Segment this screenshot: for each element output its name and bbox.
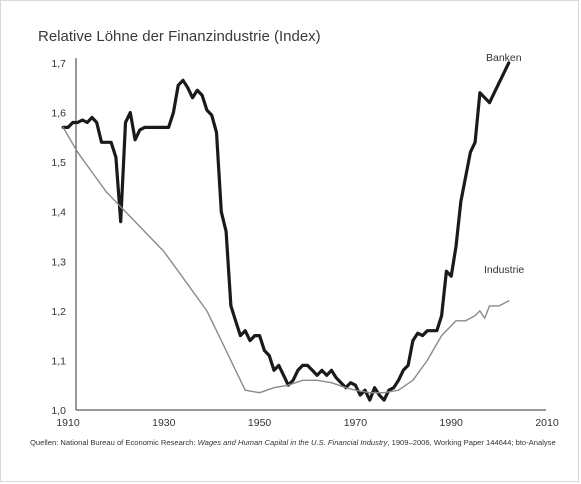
series-lines — [61, 61, 511, 402]
x-tick-label: 1910 — [56, 417, 80, 429]
series-line-banken — [61, 61, 511, 402]
x-tick-labels: 1910 1930 1950 1970 1990 2010 — [56, 417, 559, 429]
y-tick-label: 1,6 — [51, 108, 66, 120]
y-tick-label: 1,0 — [51, 405, 66, 417]
y-tick-label: 1,2 — [51, 306, 66, 318]
y-tick-label: 1,5 — [51, 157, 66, 169]
x-tick-label: 1990 — [440, 417, 464, 429]
y-tick-label: 1,7 — [51, 58, 66, 70]
x-tick-label: 1930 — [152, 417, 176, 429]
y-tick-label: 1,4 — [51, 207, 66, 219]
series-label-industrie: Industrie — [484, 264, 524, 276]
series-line-industrie — [62, 126, 510, 394]
source-note: Quellen: National Bureau of Economic Res… — [30, 438, 570, 448]
x-tick-label: 1950 — [248, 417, 272, 429]
x-tick-label: 2010 — [535, 417, 559, 429]
y-tick-labels: 1,0 1,1 1,2 1,3 1,4 1,5 1,6 1,7 — [51, 58, 66, 417]
chart-title: Relative Löhne der Finanzindustrie (Inde… — [38, 28, 321, 45]
source-suffix: , 1909–2006, Working Paper 144644; bto-A… — [387, 438, 556, 447]
y-tick-label: 1,3 — [51, 256, 66, 268]
x-tick-label: 1970 — [344, 417, 368, 429]
series-label-banken: Banken — [486, 52, 522, 64]
source-prefix: Quellen: National Bureau of Economic Res… — [30, 438, 198, 447]
source-title: Wages and Human Capital in the U.S. Fina… — [197, 438, 388, 447]
y-tick-label: 1,1 — [51, 355, 66, 367]
